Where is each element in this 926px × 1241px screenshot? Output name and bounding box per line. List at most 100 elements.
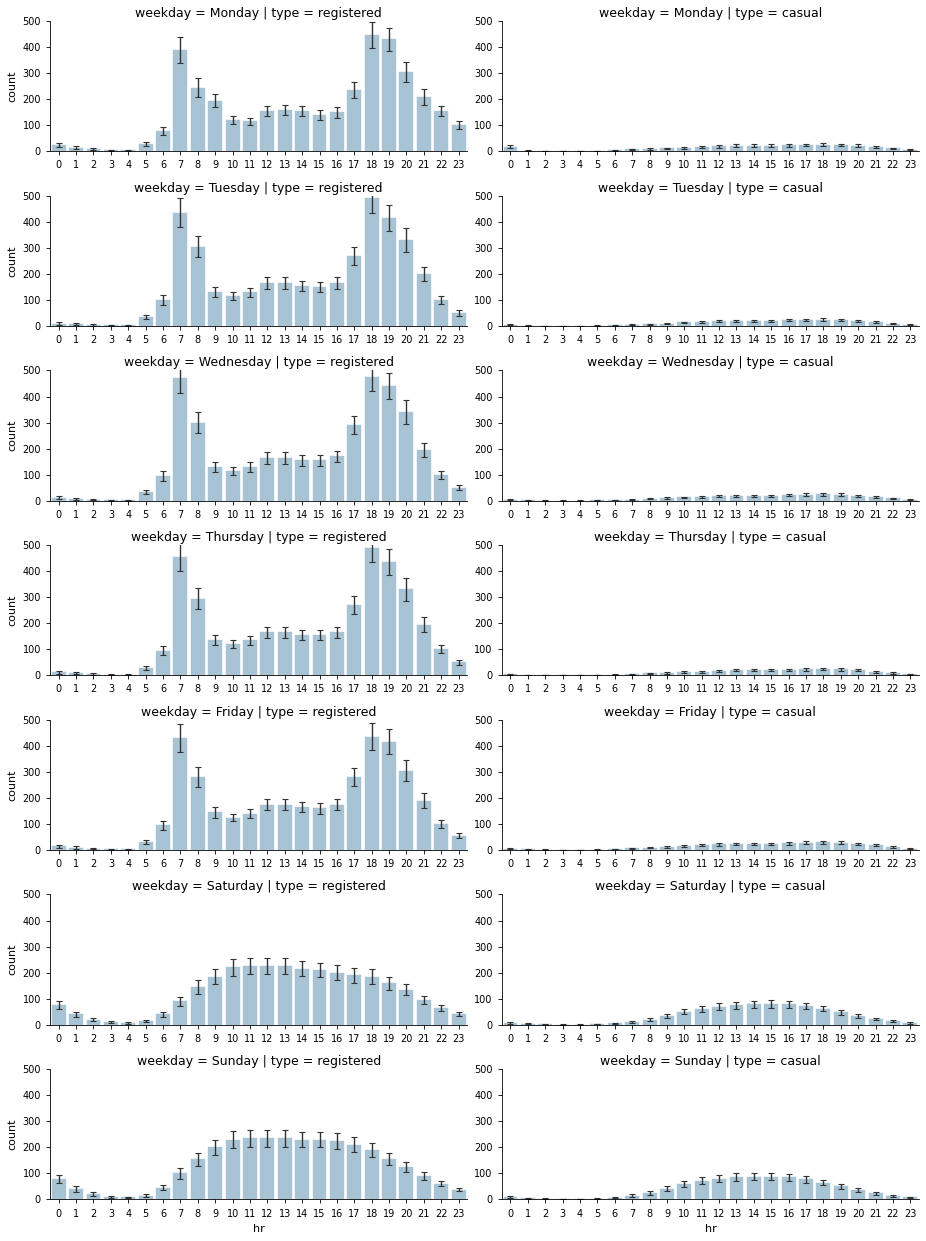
Bar — [712, 1179, 726, 1200]
Bar — [730, 844, 744, 850]
Bar — [747, 145, 761, 151]
Bar — [226, 120, 240, 151]
Bar — [399, 412, 413, 501]
Bar — [660, 1189, 674, 1200]
Bar — [243, 640, 257, 675]
Bar — [330, 283, 344, 326]
Bar — [886, 848, 900, 850]
Bar — [156, 1188, 170, 1200]
Bar — [330, 973, 344, 1025]
Bar — [434, 1008, 448, 1025]
Bar — [730, 1005, 744, 1025]
Bar — [52, 324, 66, 326]
Bar — [886, 1021, 900, 1025]
Bar — [243, 292, 257, 326]
Bar — [330, 633, 344, 675]
Bar — [243, 122, 257, 151]
Title: weekday = Saturday | type = registered: weekday = Saturday | type = registered — [131, 880, 385, 894]
Bar — [851, 1190, 865, 1200]
Bar — [226, 818, 240, 850]
Bar — [694, 1009, 708, 1025]
Bar — [278, 458, 292, 501]
Bar — [365, 36, 379, 151]
Bar — [747, 670, 761, 675]
Bar — [121, 150, 135, 151]
Bar — [313, 808, 327, 850]
Bar — [139, 1021, 153, 1025]
Bar — [208, 1148, 222, 1200]
Title: weekday = Tuesday | type = casual: weekday = Tuesday | type = casual — [598, 181, 823, 195]
Bar — [139, 843, 153, 850]
Bar — [678, 498, 692, 501]
Bar — [104, 1023, 118, 1025]
Bar — [208, 467, 222, 501]
Bar — [712, 146, 726, 151]
Bar — [869, 1193, 882, 1200]
Bar — [799, 1006, 813, 1025]
Bar — [139, 144, 153, 151]
Bar — [869, 1019, 882, 1025]
Bar — [156, 477, 170, 501]
Bar — [139, 491, 153, 501]
Bar — [347, 426, 361, 501]
Bar — [694, 845, 708, 850]
Bar — [173, 1001, 187, 1025]
Bar — [678, 846, 692, 850]
Bar — [173, 212, 187, 326]
X-axis label: hr: hr — [705, 1224, 717, 1234]
Bar — [226, 297, 240, 326]
Bar — [295, 807, 309, 850]
Bar — [504, 1023, 518, 1025]
Bar — [660, 846, 674, 850]
Bar — [712, 496, 726, 501]
Bar — [260, 458, 274, 501]
Bar — [660, 1015, 674, 1025]
Bar — [904, 1198, 918, 1200]
Bar — [730, 321, 744, 326]
Y-axis label: count: count — [6, 419, 17, 452]
Bar — [764, 321, 778, 326]
Bar — [173, 557, 187, 675]
Bar — [730, 1178, 744, 1200]
Y-axis label: count: count — [6, 944, 17, 975]
Title: weekday = Monday | type = casual: weekday = Monday | type = casual — [599, 7, 822, 20]
Bar — [817, 320, 831, 326]
Bar — [607, 1198, 621, 1200]
Title: weekday = Monday | type = registered: weekday = Monday | type = registered — [135, 7, 382, 20]
Bar — [399, 72, 413, 151]
Bar — [886, 149, 900, 151]
Bar — [833, 495, 848, 501]
Bar — [712, 321, 726, 326]
Title: weekday = Tuesday | type = registered: weekday = Tuesday | type = registered — [134, 181, 383, 195]
Bar — [851, 145, 865, 151]
Bar — [434, 824, 448, 850]
Bar — [86, 1194, 100, 1200]
Bar — [869, 323, 882, 326]
Bar — [747, 1004, 761, 1025]
Bar — [382, 1159, 396, 1200]
Bar — [643, 848, 657, 850]
Bar — [504, 146, 518, 151]
Bar — [243, 467, 257, 501]
Bar — [886, 1195, 900, 1200]
Bar — [782, 495, 795, 501]
Bar — [782, 1178, 795, 1200]
Bar — [156, 1014, 170, 1025]
Bar — [347, 91, 361, 151]
Bar — [295, 285, 309, 326]
Bar — [243, 1138, 257, 1200]
Bar — [764, 145, 778, 151]
Y-axis label: count: count — [6, 246, 17, 277]
Bar — [452, 835, 466, 850]
Bar — [747, 1176, 761, 1200]
Bar — [330, 113, 344, 151]
Bar — [851, 495, 865, 501]
Bar — [747, 844, 761, 850]
Bar — [313, 287, 327, 326]
Bar — [730, 670, 744, 675]
Bar — [313, 970, 327, 1025]
Bar — [347, 256, 361, 326]
Bar — [347, 975, 361, 1025]
Bar — [121, 1023, 135, 1025]
Title: weekday = Thursday | type = registered: weekday = Thursday | type = registered — [131, 531, 386, 544]
